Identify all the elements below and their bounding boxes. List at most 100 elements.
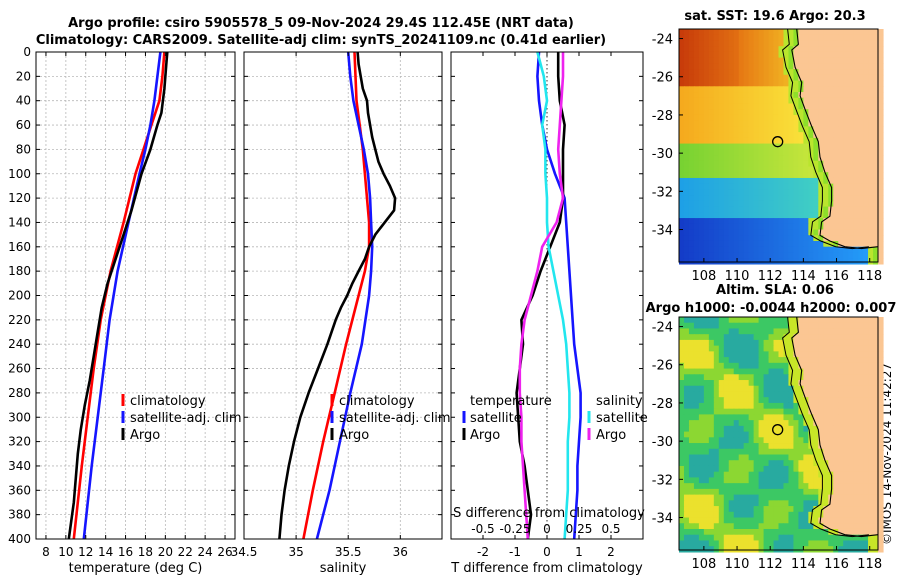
sst-map-cell: [748, 177, 755, 185]
sla-map-cell: [843, 345, 849, 352]
sla-map-cell: [738, 506, 745, 513]
sla-map-cell: [823, 402, 829, 410]
sst-map-cell: [693, 160, 700, 168]
sst-map-cell: [713, 109, 720, 116]
sst-map-cell: [878, 103, 884, 110]
sla-map-cell: [868, 391, 874, 398]
sla-map-cell: [858, 380, 864, 387]
sst-map-cell: [828, 212, 834, 219]
sst-map-cell: [773, 206, 780, 213]
sla-map-cell: [703, 402, 710, 410]
sst-map-cell: [793, 155, 799, 162]
sla-map-cell: [773, 322, 780, 330]
sla-map-cell: [758, 334, 765, 341]
sst-map-cell: [713, 218, 720, 225]
sst-map-cell: [778, 57, 785, 64]
sla-map-cell: [863, 328, 869, 335]
sla-map-cell: [743, 397, 750, 404]
sla-map-cell: [858, 368, 864, 375]
sla-map-cell: [743, 500, 750, 507]
sst-map-cell: [798, 206, 804, 213]
sla-map-cell: [713, 322, 720, 330]
sla-map-cell: [688, 483, 695, 490]
sla-map-cell: [818, 402, 824, 410]
sla-map-cell: [868, 397, 874, 404]
sst-map-cell: [798, 189, 804, 196]
sla-map-cell: [708, 506, 715, 513]
sla-map-cell: [853, 380, 859, 387]
sla-map-cell: [858, 528, 864, 536]
sla-map-cell: [868, 477, 874, 484]
sla-map-cell: [778, 317, 785, 324]
sst-map-cell: [808, 252, 814, 259]
sst-map-cell: [848, 177, 854, 185]
sst-map-cell: [778, 200, 785, 208]
depth-tick-label: 260: [8, 362, 31, 376]
sst-map-cell: [853, 86, 859, 93]
sla-map-cell: [808, 328, 814, 335]
sst-map-cell: [723, 177, 730, 185]
sst-map-cell: [773, 183, 780, 191]
sst-map-cell: [828, 97, 834, 105]
sla-map-cell: [848, 385, 854, 393]
sst-map-cell: [768, 51, 775, 59]
sla-map-cell: [773, 402, 780, 410]
sst-map-cell: [838, 155, 844, 162]
sla-map-cell: [818, 357, 824, 364]
sla-map-cell: [748, 511, 755, 519]
sla-map-cell: [788, 443, 795, 450]
sst-map-cell: [733, 258, 740, 265]
sla-map-cell: [823, 465, 829, 473]
sst-map-cell: [778, 92, 785, 99]
sst-map-cell: [868, 74, 874, 82]
sst-map-cell: [873, 246, 879, 254]
sla-map-cell: [798, 385, 804, 393]
sst-map-cell: [683, 97, 690, 105]
sla-map-cell: [688, 471, 695, 479]
sst-map-cell: [843, 126, 849, 133]
sst-map-cell: [878, 223, 884, 231]
sst-map-cell: [743, 103, 750, 110]
sla-map-cell: [813, 351, 819, 358]
sst-map-cell: [808, 34, 814, 42]
sla-map-cell: [783, 408, 790, 416]
sst-map-cell: [783, 57, 790, 64]
sst-map-cell: [778, 206, 785, 213]
sla-map-cell: [728, 528, 735, 536]
sst-map-cell: [813, 69, 819, 76]
sst-map-cell: [703, 200, 710, 208]
sla-map-cell: [873, 528, 879, 536]
sst-map-cell: [758, 155, 765, 162]
sla-map-cell: [818, 465, 824, 473]
sst-map-cell: [688, 229, 695, 236]
sst-map-cell: [853, 149, 859, 156]
sst-map-cell: [793, 63, 799, 70]
sst-map-cell: [733, 218, 740, 225]
sst-map-cell: [803, 46, 809, 53]
sla-map-cell: [703, 397, 710, 404]
sla-map-cell: [838, 523, 844, 530]
sst-map-cell: [698, 29, 705, 36]
sla-map-cell: [803, 425, 809, 433]
sst-map-cell: [778, 189, 785, 196]
sst-map-cell: [818, 229, 824, 236]
sla-map-cell: [838, 528, 844, 536]
sst-map-cell: [868, 137, 874, 145]
sst-map-cell: [718, 126, 725, 133]
sst-map-cell: [688, 218, 695, 225]
sst-map-cell: [833, 149, 839, 156]
sst-map-cell: [828, 252, 834, 259]
sla-map-cell: [758, 443, 765, 450]
sst-map-cell: [838, 177, 844, 185]
sst-map-cell: [698, 206, 705, 213]
sst-map-cell: [828, 57, 834, 64]
sst-map-cell: [818, 218, 824, 225]
sst-map-cell: [803, 189, 809, 196]
sla-map-cell: [753, 357, 760, 364]
sla-map-cell: [828, 443, 834, 450]
sla-map-cell: [723, 380, 730, 387]
sst-map-cell: [768, 218, 775, 225]
sla-map-cell: [843, 488, 849, 496]
sla-map-cell: [773, 546, 780, 553]
secondary-axis-title: S difference from climatology: [453, 506, 645, 521]
